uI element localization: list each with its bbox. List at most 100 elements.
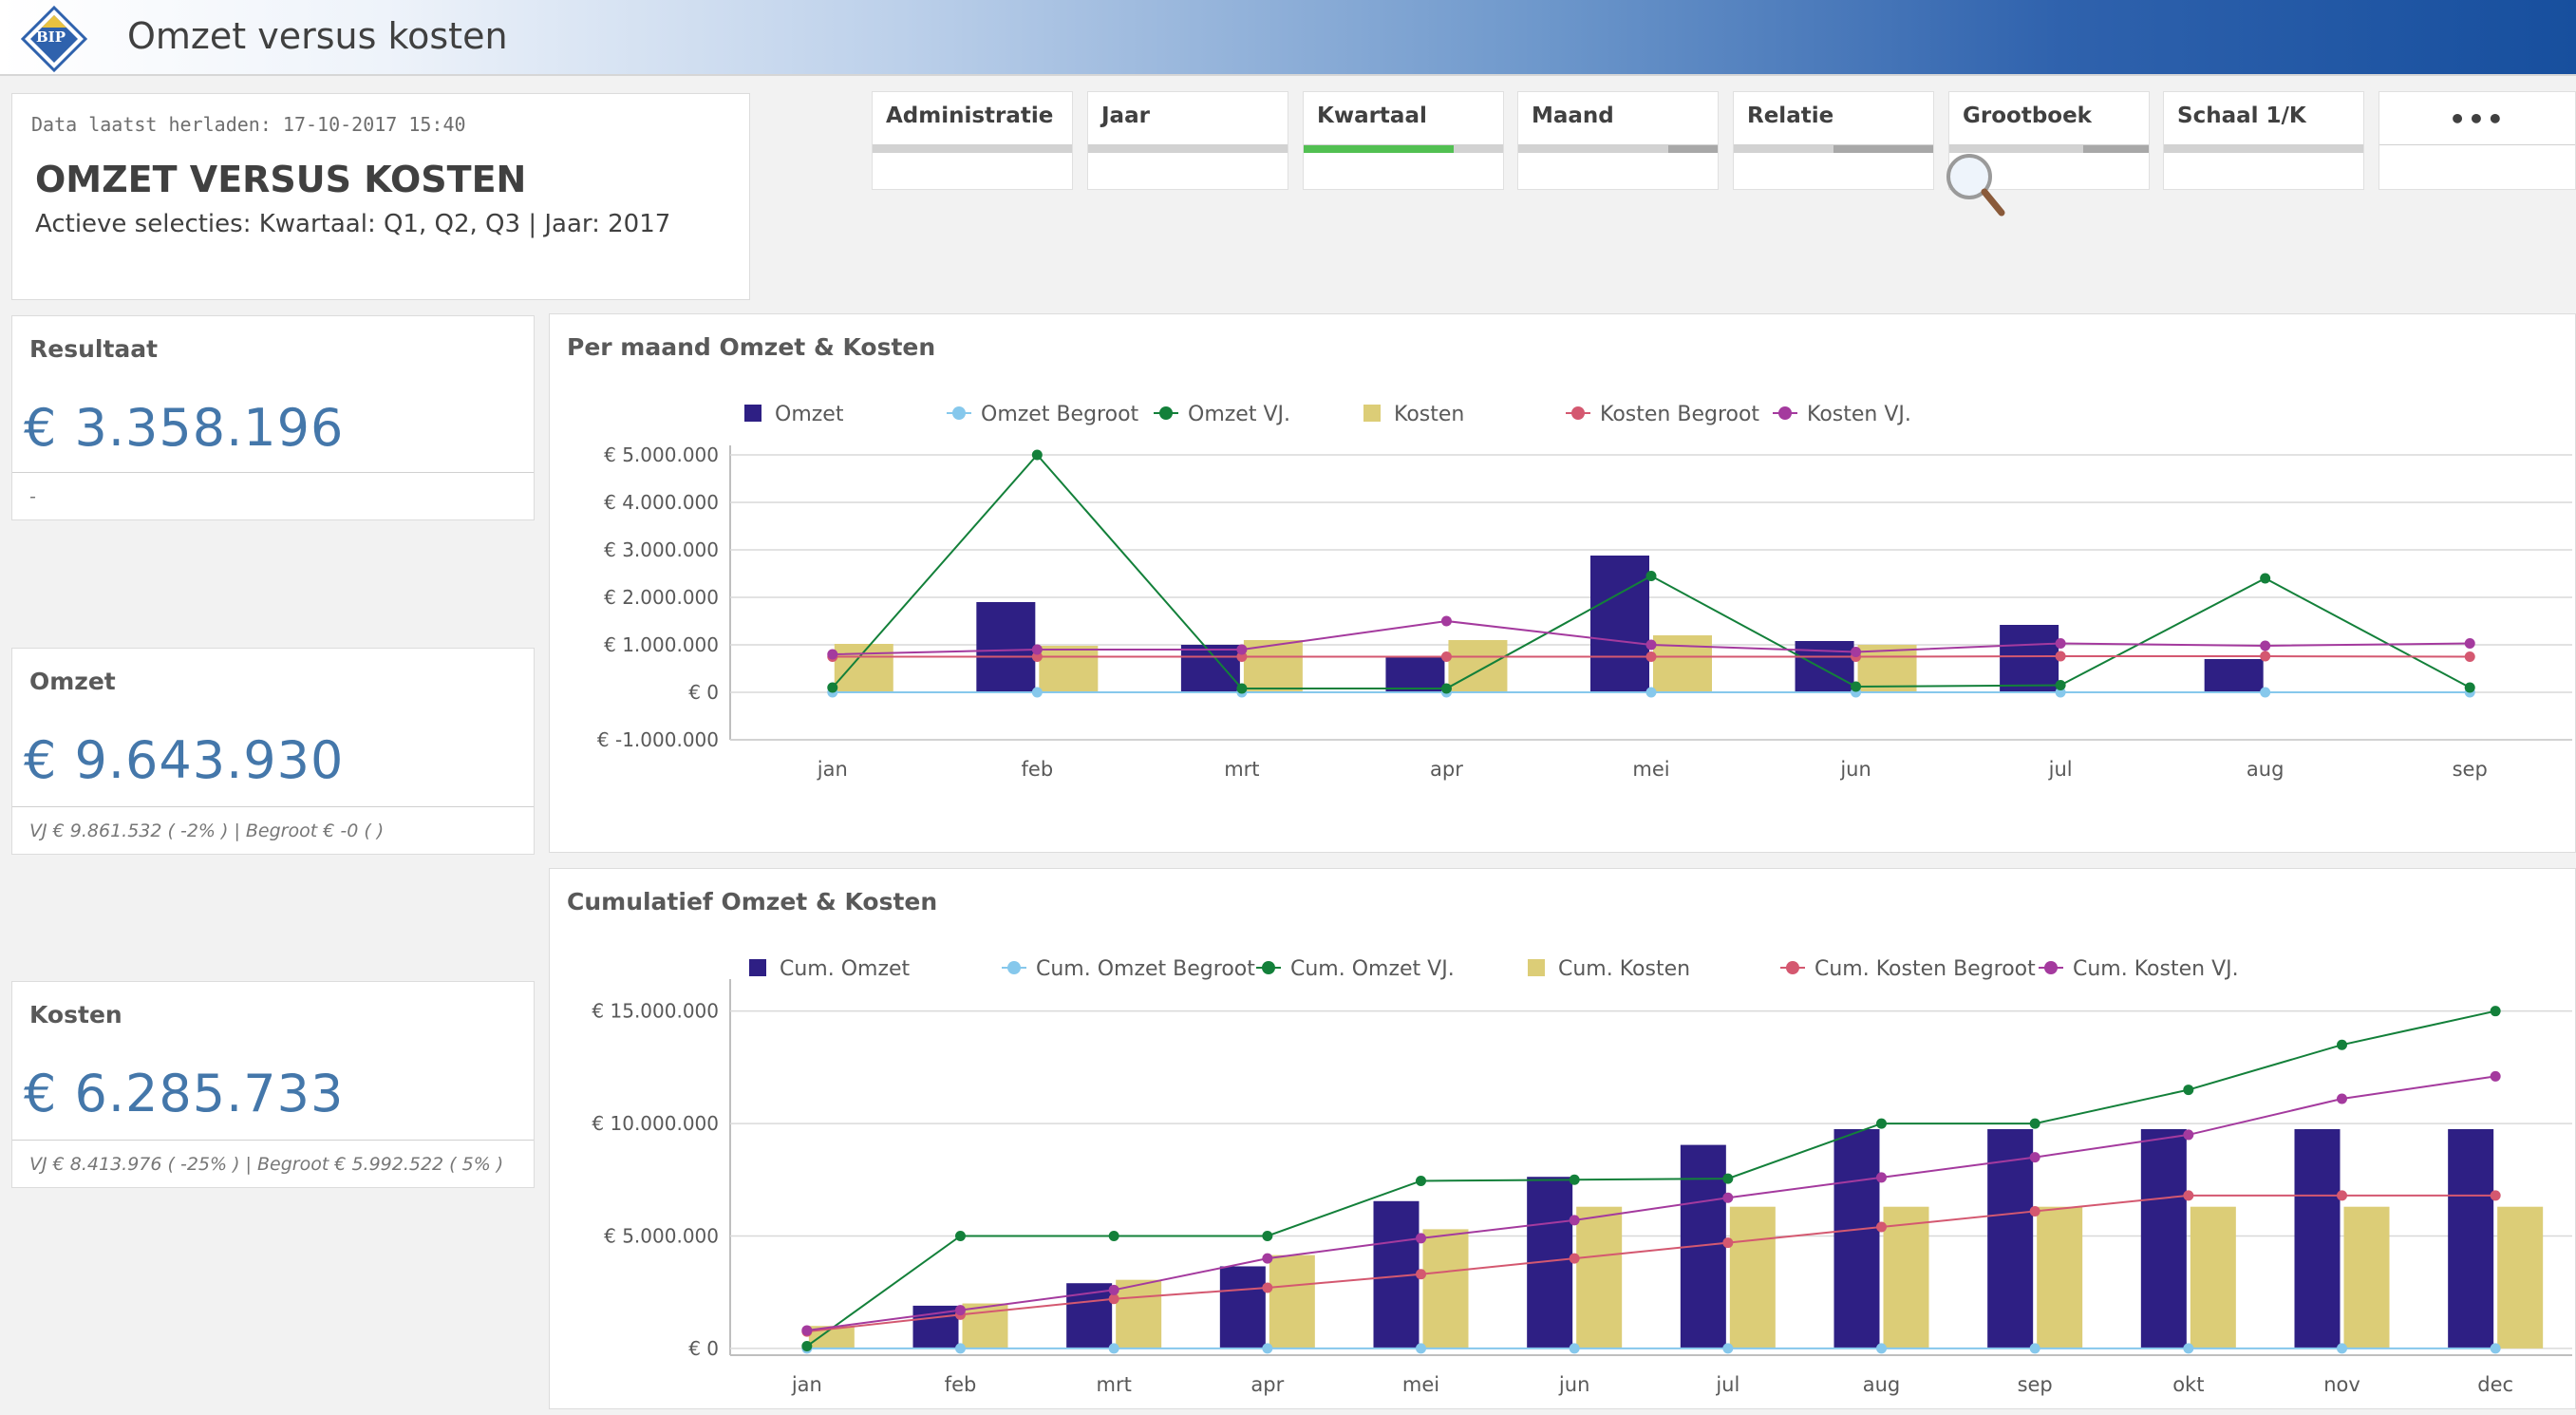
point-kosten_begroot[interactable] [2337,1190,2347,1201]
point-omzet_vj[interactable] [1416,1175,1426,1186]
filter-kwartaal[interactable]: Kwartaal [1303,91,1504,190]
bar-kosten[interactable] [2190,1206,2236,1349]
legend-item[interactable]: Cum. Kosten VJ. [2039,957,2239,981]
point-kosten_begroot[interactable] [1416,1269,1426,1280]
point-omzet_begroot[interactable] [1722,1343,1734,1354]
point-omzet_begroot[interactable] [2490,1343,2501,1354]
bar-omzet[interactable] [1987,1129,2034,1349]
bar-kosten[interactable] [1422,1229,1469,1349]
point-kosten_vj[interactable] [1722,1192,1734,1203]
point-omzet_vj[interactable] [1236,683,1248,694]
filter-administratie[interactable]: Administratie [872,91,1073,190]
bar-kosten[interactable] [1039,646,1099,692]
point-omzet_vj[interactable] [2055,680,2066,690]
point-omzet_begroot[interactable] [2183,1343,2194,1354]
point-omzet_begroot[interactable] [2029,1343,2040,1354]
point-omzet_begroot[interactable] [1876,1343,1887,1354]
point-kosten_begroot[interactable] [2183,1190,2194,1201]
bar-kosten[interactable] [1857,645,1917,692]
point-kosten_vj[interactable] [2337,1093,2347,1104]
bar-omzet[interactable] [2140,1129,2187,1349]
bar-kosten[interactable] [2343,1206,2390,1349]
bar-kosten[interactable] [2497,1206,2544,1349]
point-omzet_vj[interactable] [1440,683,1452,694]
bar-omzet[interactable] [1833,1129,1880,1349]
point-kosten_vj[interactable] [1569,1215,1580,1226]
point-kosten_vj[interactable] [1645,639,1657,651]
point-omzet_begroot[interactable] [955,1343,966,1354]
point-omzet_vj[interactable] [2029,1118,2040,1129]
point-omzet_vj[interactable] [1851,681,1862,692]
point-omzet_vj[interactable] [2337,1039,2347,1050]
point-omzet_vj[interactable] [1876,1118,1887,1129]
bar-kosten[interactable] [1116,1279,1162,1349]
point-kosten_begroot[interactable] [2055,651,2066,662]
point-kosten_begroot[interactable] [1108,1293,1119,1305]
point-kosten_vj[interactable] [2029,1152,2040,1163]
bar-kosten[interactable] [1269,1255,1315,1349]
bar-kosten[interactable] [808,1326,855,1349]
point-kosten_begroot[interactable] [1645,651,1657,662]
point-kosten_vj[interactable] [1236,644,1248,655]
point-kosten_begroot[interactable] [2029,1205,2040,1217]
point-omzet_vj[interactable] [1108,1230,1119,1241]
point-kosten_begroot[interactable] [1440,651,1452,662]
bar-omzet[interactable] [2294,1129,2341,1349]
point-kosten_vj[interactable] [1108,1284,1119,1295]
point-omzet_begroot[interactable] [1108,1343,1119,1354]
point-kosten_begroot[interactable] [2260,651,2271,662]
point-kosten_begroot[interactable] [2464,651,2475,662]
bar-omzet[interactable] [2000,625,2059,692]
point-omzet_vj[interactable] [801,1341,813,1352]
point-kosten_vj[interactable] [1262,1253,1273,1264]
legend-item[interactable]: Cum. Omzet [749,957,911,981]
bar-kosten[interactable] [1576,1206,1623,1349]
legend-item[interactable]: Cum. Kosten [1528,957,1690,981]
point-omzet_vj[interactable] [2464,682,2475,693]
point-omzet_vj[interactable] [955,1230,966,1241]
point-omzet_vj[interactable] [2260,573,2271,584]
legend-item[interactable]: Kosten [1363,403,1464,426]
legend-item[interactable]: Omzet Begroot [947,403,1139,426]
point-kosten_begroot[interactable] [1262,1282,1273,1293]
point-omzet_vj[interactable] [1262,1230,1273,1241]
legend-item[interactable]: Cum. Omzet VJ. [1256,957,1455,981]
filter-jaar[interactable]: Jaar [1087,91,1288,190]
point-omzet_vj[interactable] [1645,571,1657,581]
filter-relatie[interactable]: Relatie [1733,91,1934,190]
point-omzet_begroot[interactable] [2260,687,2271,698]
point-kosten_begroot[interactable] [1876,1221,1887,1233]
point-omzet_vj[interactable] [2183,1085,2194,1096]
point-kosten_vj[interactable] [827,649,838,660]
point-kosten_vj[interactable] [1031,644,1043,655]
point-kosten_begroot[interactable] [2490,1190,2501,1201]
bar-omzet[interactable] [1590,556,1649,692]
point-kosten_vj[interactable] [2490,1070,2501,1082]
point-kosten_vj[interactable] [2260,640,2271,651]
point-kosten_vj[interactable] [2183,1129,2194,1141]
point-omzet_vj[interactable] [827,682,838,693]
point-kosten_begroot[interactable] [1569,1253,1580,1264]
point-omzet_vj[interactable] [1722,1173,1734,1184]
legend-item[interactable]: Cum. Omzet Begroot [1002,957,1255,981]
bar-omzet[interactable] [1219,1266,1266,1349]
bar-omzet[interactable] [1385,656,1445,693]
point-omzet_begroot[interactable] [1569,1343,1580,1354]
bar-kosten[interactable] [2037,1206,2083,1349]
bar-kosten[interactable] [1883,1206,1929,1349]
point-kosten_vj[interactable] [1876,1172,1887,1183]
bar-kosten[interactable] [1729,1206,1776,1349]
point-omzet_vj[interactable] [1031,449,1043,461]
bar-omzet[interactable] [1795,641,1854,692]
bar-omzet[interactable] [2204,659,2264,692]
point-kosten_begroot[interactable] [1722,1237,1734,1249]
legend-item[interactable]: Kosten Begroot [1566,403,1759,426]
point-omzet_vj[interactable] [1569,1174,1580,1185]
bar-omzet[interactable] [2448,1129,2494,1349]
legend-item[interactable]: Kosten VJ. [1773,403,1911,426]
search-icon[interactable] [1943,150,2007,218]
point-omzet_begroot[interactable] [2337,1343,2347,1354]
point-omzet_begroot[interactable] [1416,1343,1426,1354]
legend-item[interactable]: Cum. Kosten Begroot [1780,957,2036,981]
filter-schaal-1-k[interactable]: Schaal 1/K [2163,91,2364,190]
